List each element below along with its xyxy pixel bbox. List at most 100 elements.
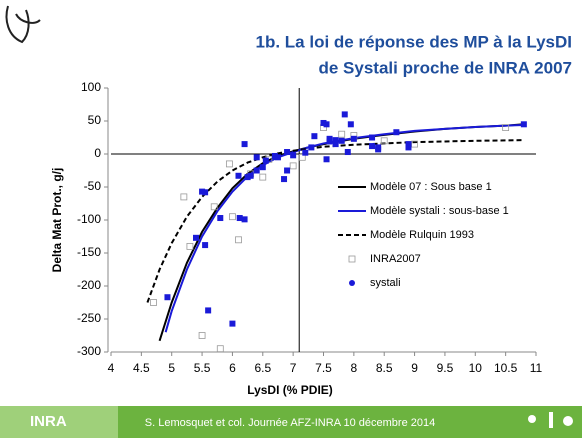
legend-bg: [336, 178, 536, 196]
filled-marker: [193, 234, 199, 241]
filled-marker: [274, 154, 281, 161]
filled-marker: [253, 167, 260, 174]
filled-marker: [347, 121, 354, 128]
x-tick-label: 9.5: [437, 361, 454, 375]
slide-title: de Systali proche de INRA 2007: [318, 58, 572, 77]
filled-marker: [323, 121, 330, 128]
icon: [528, 415, 536, 423]
y-tick-label: -50: [84, 179, 102, 193]
open-marker: [180, 193, 188, 201]
filled-marker: [284, 149, 291, 156]
x-tick-label: 11: [530, 361, 543, 375]
x-tick-label: 10.5: [494, 361, 518, 375]
filled-marker: [344, 149, 351, 156]
footer-logo-bg: [0, 406, 118, 438]
y-tick-label: -200: [77, 278, 101, 292]
model-curve: [146, 139, 524, 303]
x-tick-label: 5.5: [194, 361, 211, 375]
legend-label: Modèle Rulquin 1993: [370, 229, 474, 241]
filled-marker: [229, 320, 236, 327]
open-marker: [225, 160, 233, 168]
open-marker: [338, 130, 346, 138]
legend-label: INRA2007: [370, 253, 421, 265]
filled-marker: [235, 172, 242, 179]
filled-marker: [253, 154, 260, 161]
filled-marker: [199, 188, 206, 195]
filled-marker: [369, 143, 376, 150]
y-tick-label: 100: [81, 80, 101, 94]
x-tick-label: 7: [290, 361, 297, 375]
x-tick-label: 6: [229, 361, 236, 375]
footer-icons: [528, 412, 573, 428]
open-marker: [210, 203, 218, 211]
open-marker: [235, 236, 242, 244]
slide-title: 1b. La loi de réponse des MP à la LysDI: [256, 32, 573, 51]
y-tick-label: -100: [77, 212, 101, 226]
filled-marker: [375, 146, 382, 153]
filled-marker: [326, 138, 333, 145]
open-marker: [411, 140, 418, 148]
y-tick-label: -250: [77, 311, 101, 325]
x-tick-label: 4: [108, 361, 115, 375]
footer-logo: INRA: [30, 413, 67, 430]
filled-marker: [284, 167, 291, 174]
x-tick-label: 6.5: [254, 361, 271, 375]
filled-marker: [241, 141, 248, 148]
footer-text: S. Lemosquet et col. Journée AFZ-INRA 10…: [145, 417, 435, 429]
legend-swatch: [348, 255, 356, 263]
filled-marker: [302, 149, 309, 156]
filled-marker: [259, 164, 266, 171]
filled-marker: [290, 152, 297, 159]
x-tick-label: 7.5: [315, 361, 332, 375]
filled-marker: [332, 137, 339, 144]
filled-marker: [244, 174, 251, 181]
x-tick-label: 8.5: [376, 361, 393, 375]
legend-bg: [336, 274, 536, 292]
open-marker: [298, 153, 306, 161]
legend-label: Modèle 07 : Sous base 1: [370, 181, 492, 193]
filled-marker: [350, 135, 357, 142]
filled-marker: [202, 189, 209, 196]
top-logo: [5, 5, 41, 44]
filled-marker: [281, 176, 288, 183]
filled-marker: [393, 129, 400, 136]
filled-marker: [247, 172, 254, 179]
icon: [563, 416, 573, 426]
filled-marker: [520, 121, 527, 128]
plot: -300 -250 -200 -150 -100 -50 0 50 100 4 4.5 5 5.5 6 6.…: [77, 80, 543, 375]
filled-marker: [308, 144, 315, 151]
filled-marker: [341, 111, 348, 118]
open-marker: [150, 299, 157, 306]
x-tick-label: 9: [411, 361, 418, 375]
open-marker: [198, 332, 206, 339]
open-marker: [259, 173, 267, 181]
filled-marker: [405, 141, 412, 148]
filled-marker: [241, 216, 248, 223]
open-marker: [289, 162, 297, 170]
y-tick-label: -300: [77, 344, 101, 358]
legend-label: systali: [370, 277, 401, 289]
x-tick-label: 8: [351, 361, 358, 375]
open-marker: [229, 213, 236, 221]
open-marker: [502, 124, 510, 131]
legend-swatch: [349, 280, 355, 286]
open-marker: [380, 137, 388, 145]
y-axis-title: Delta Mat Prot., g/j: [50, 168, 64, 273]
x-tick-label: 4.5: [133, 361, 150, 375]
filled-marker: [164, 294, 171, 301]
filled-marker: [405, 144, 412, 151]
filled-marker: [332, 141, 339, 148]
legend-bg: [336, 202, 536, 220]
filled-marker: [311, 133, 318, 140]
filled-marker: [320, 119, 327, 126]
open-marker: [216, 345, 224, 353]
legend-bg: [336, 250, 536, 268]
filled-marker: [262, 157, 269, 164]
filled-marker: [323, 156, 330, 163]
y-tick-label: 0: [94, 146, 101, 160]
x-tick-label: 10: [469, 361, 483, 375]
legend-bg: [336, 226, 536, 244]
y-tick-label: -150: [77, 245, 101, 259]
filled-marker: [271, 152, 278, 159]
